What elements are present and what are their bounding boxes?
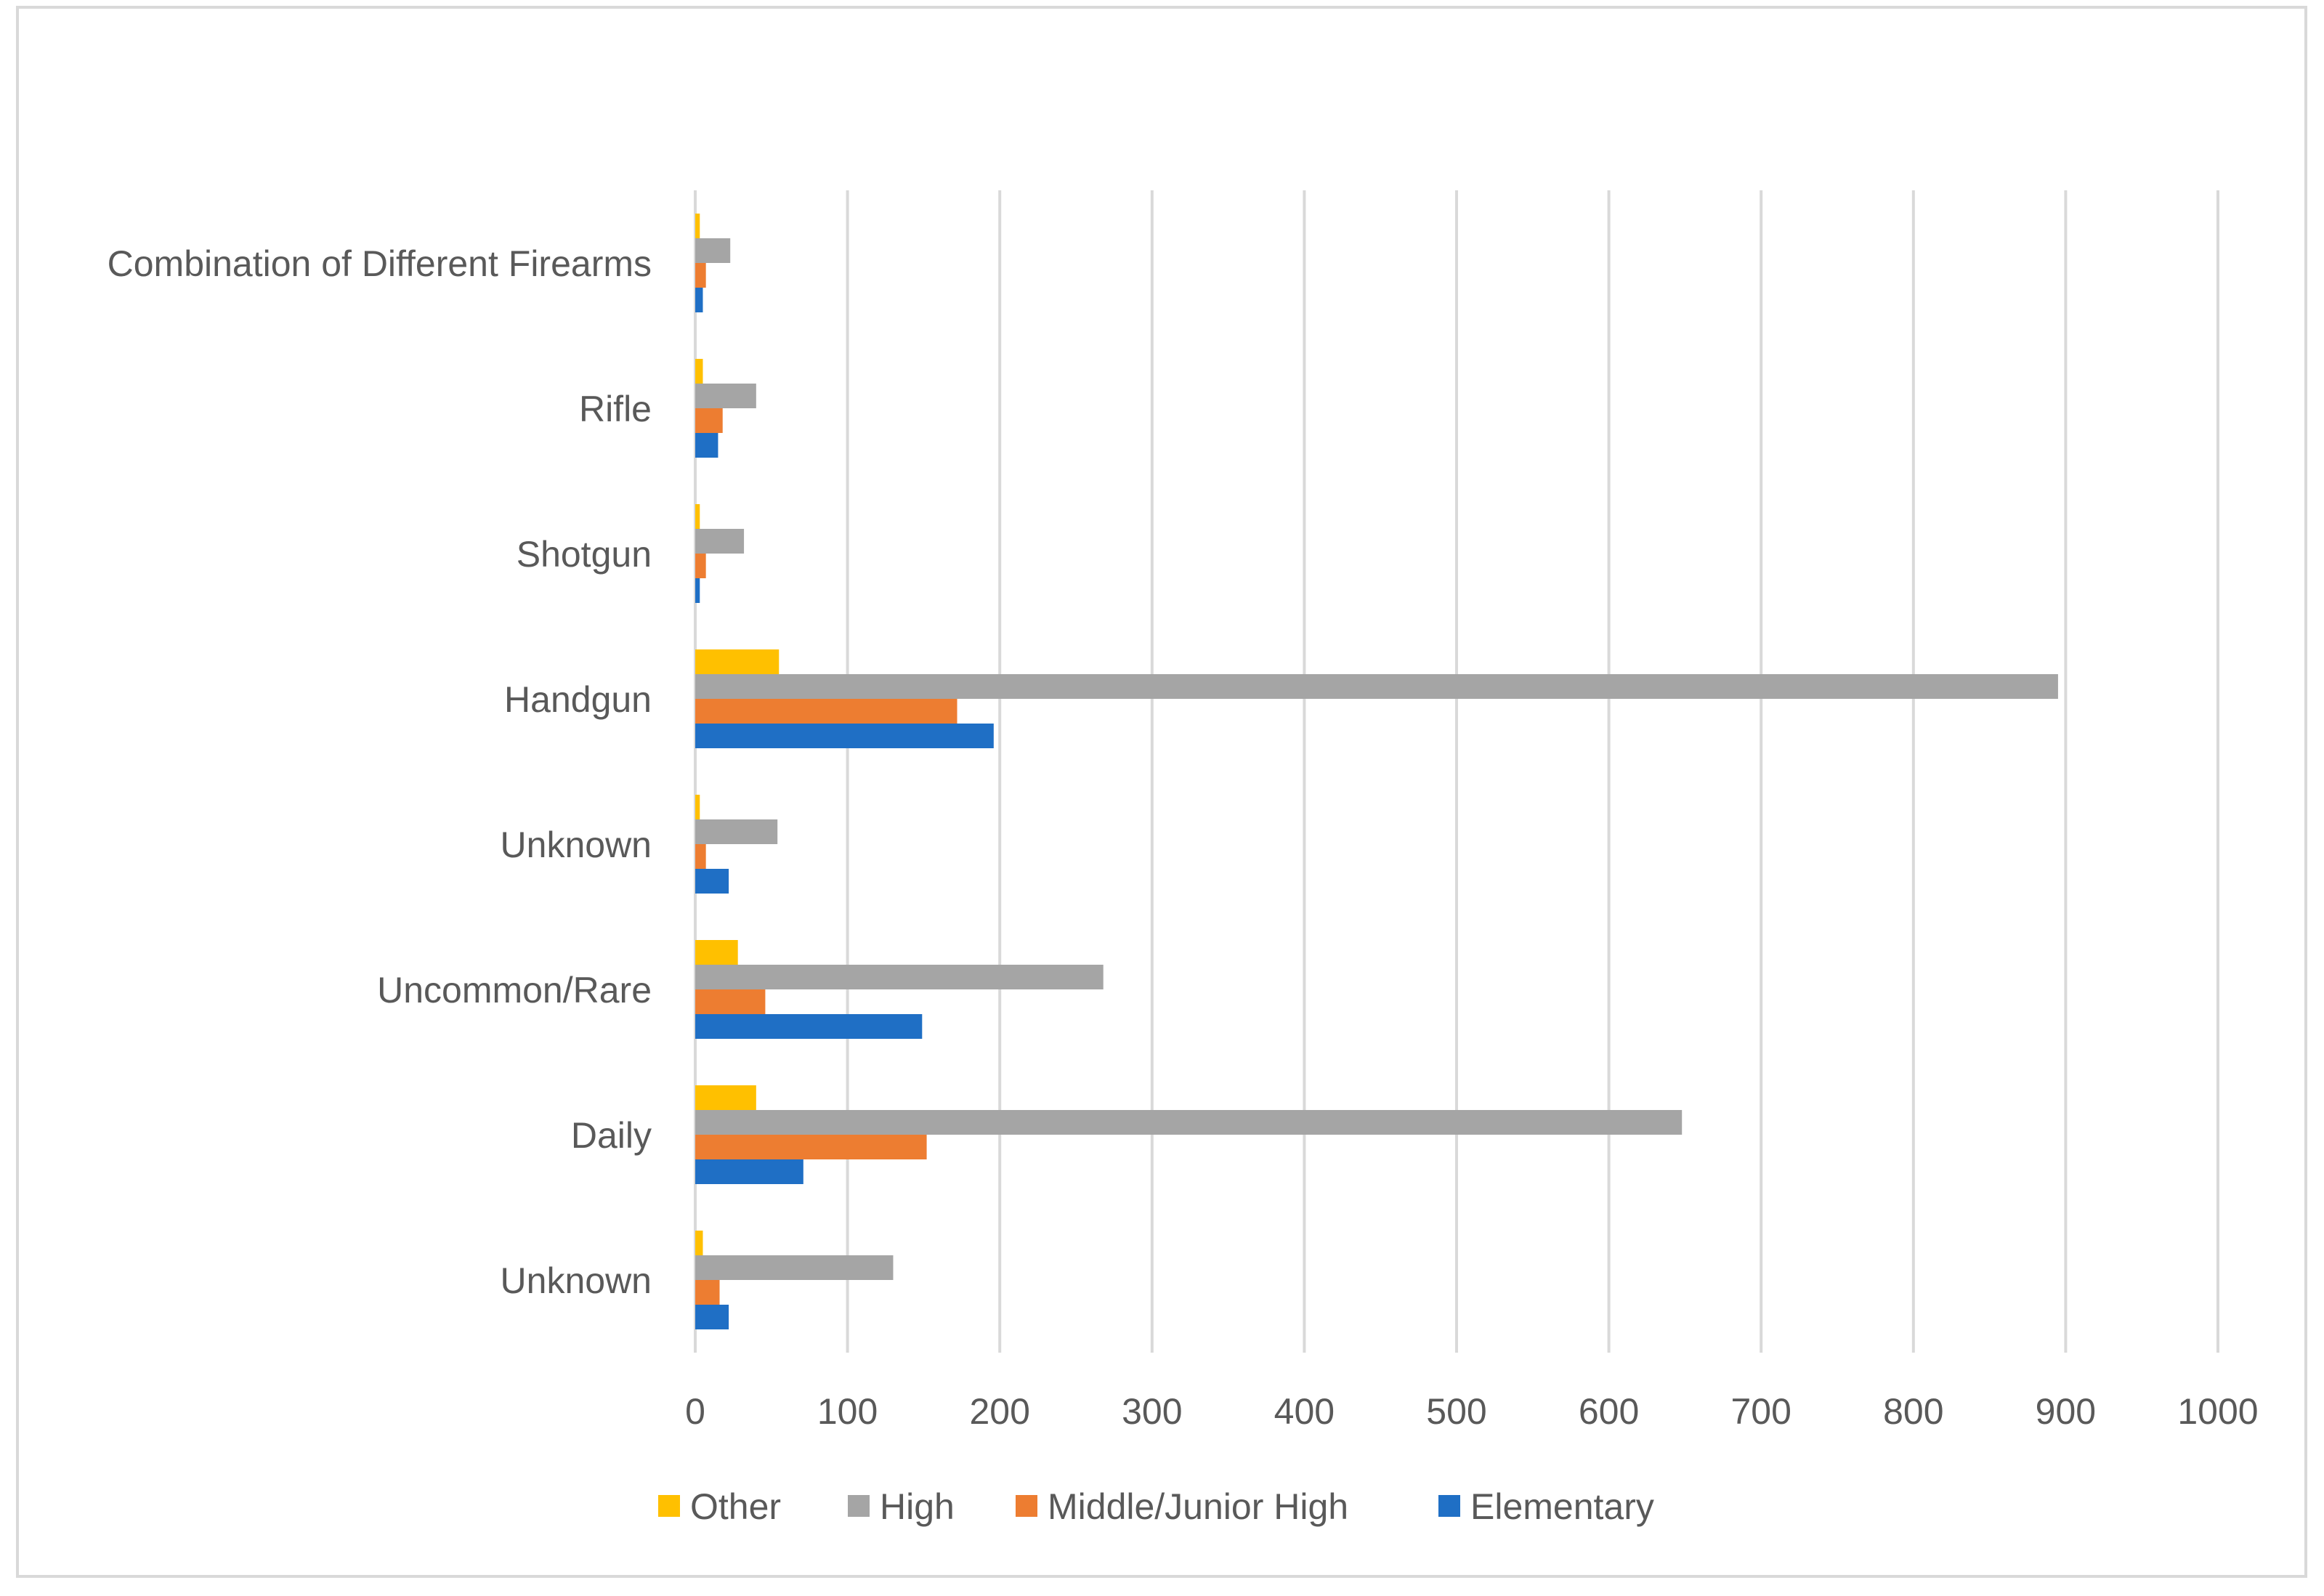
- bar-elementary-0: [695, 288, 703, 312]
- bar-middle-junior-high-0: [695, 263, 706, 288]
- category-label-2: Shotgun: [517, 534, 652, 575]
- bar-other-7: [695, 1231, 703, 1255]
- bar-elementary-6: [695, 1159, 803, 1184]
- bar-high-6: [695, 1110, 1683, 1135]
- x-tick-labels: 0 100 200 300 400 500 600 700 800 900 1000: [685, 1391, 2259, 1432]
- bar-elementary-4: [695, 869, 729, 894]
- legend-label-0: Other: [690, 1486, 781, 1527]
- bar-middle-junior-high-3: [695, 699, 957, 724]
- category-label-6: Daily: [571, 1115, 652, 1156]
- legend-swatch-3: [1438, 1495, 1460, 1517]
- x-tick-label-900: 900: [2036, 1391, 2096, 1432]
- bar-high-2: [695, 529, 745, 554]
- legend-label-1: High: [880, 1486, 955, 1527]
- bars: [695, 214, 2058, 1329]
- bar-elementary-5: [695, 1014, 923, 1039]
- x-tick-label-700: 700: [1730, 1391, 1791, 1432]
- bar-elementary-3: [695, 724, 994, 748]
- x-tick-label-300: 300: [1122, 1391, 1182, 1432]
- x-tick-label-400: 400: [1274, 1391, 1335, 1432]
- legend-swatch-2: [1016, 1495, 1037, 1517]
- bar-high-5: [695, 965, 1104, 989]
- bar-elementary-7: [695, 1305, 729, 1329]
- legend-label-3: Elementary: [1470, 1486, 1654, 1527]
- bar-middle-junior-high-5: [695, 989, 766, 1014]
- category-label-1: Rifle: [579, 389, 652, 429]
- bar-elementary-1: [695, 433, 718, 458]
- category-label-0: Combination of Different Firearms: [108, 243, 652, 284]
- category-label-7: Unknown: [501, 1260, 652, 1301]
- bar-high-0: [695, 238, 731, 263]
- gridlines: [694, 190, 2219, 1353]
- bar-middle-junior-high-1: [695, 408, 723, 433]
- bar-middle-junior-high-6: [695, 1135, 927, 1159]
- bar-other-3: [695, 649, 780, 674]
- bar-middle-junior-high-4: [695, 844, 706, 869]
- x-tick-label-200: 200: [969, 1391, 1029, 1432]
- bar-other-6: [695, 1085, 756, 1110]
- category-label-5: Uncommon/Rare: [377, 970, 652, 1010]
- bar-other-0: [695, 214, 700, 238]
- bar-high-7: [695, 1255, 894, 1280]
- legend: Other High Middle/Junior High Elementary: [658, 1486, 1654, 1527]
- bar-high-3: [695, 674, 2058, 699]
- x-tick-label-800: 800: [1883, 1391, 1943, 1432]
- bar-middle-junior-high-2: [695, 554, 706, 578]
- category-label-3: Handgun: [504, 679, 652, 720]
- bar-high-1: [695, 384, 756, 408]
- bar-other-2: [695, 504, 700, 529]
- x-tick-label-0: 0: [685, 1391, 705, 1432]
- bar-middle-junior-high-7: [695, 1280, 720, 1305]
- bar-other-4: [695, 795, 700, 819]
- category-label-4: Unknown: [501, 825, 652, 865]
- bar-other-5: [695, 940, 738, 965]
- bar-other-1: [695, 359, 703, 384]
- legend-label-2: Middle/Junior High: [1048, 1486, 1348, 1527]
- x-tick-label-1000: 1000: [2177, 1391, 2258, 1432]
- x-tick-label-500: 500: [1426, 1391, 1486, 1432]
- legend-swatch-1: [848, 1495, 870, 1517]
- chart-frame: [16, 6, 2307, 1578]
- bar-high-4: [695, 819, 778, 844]
- x-tick-label-600: 600: [1579, 1391, 1639, 1432]
- bar-elementary-2: [695, 578, 700, 603]
- legend-swatch-0: [658, 1495, 680, 1517]
- category-labels: Combination of Different Firearms Rifle Sh…: [108, 243, 652, 1301]
- x-tick-label-100: 100: [817, 1391, 878, 1432]
